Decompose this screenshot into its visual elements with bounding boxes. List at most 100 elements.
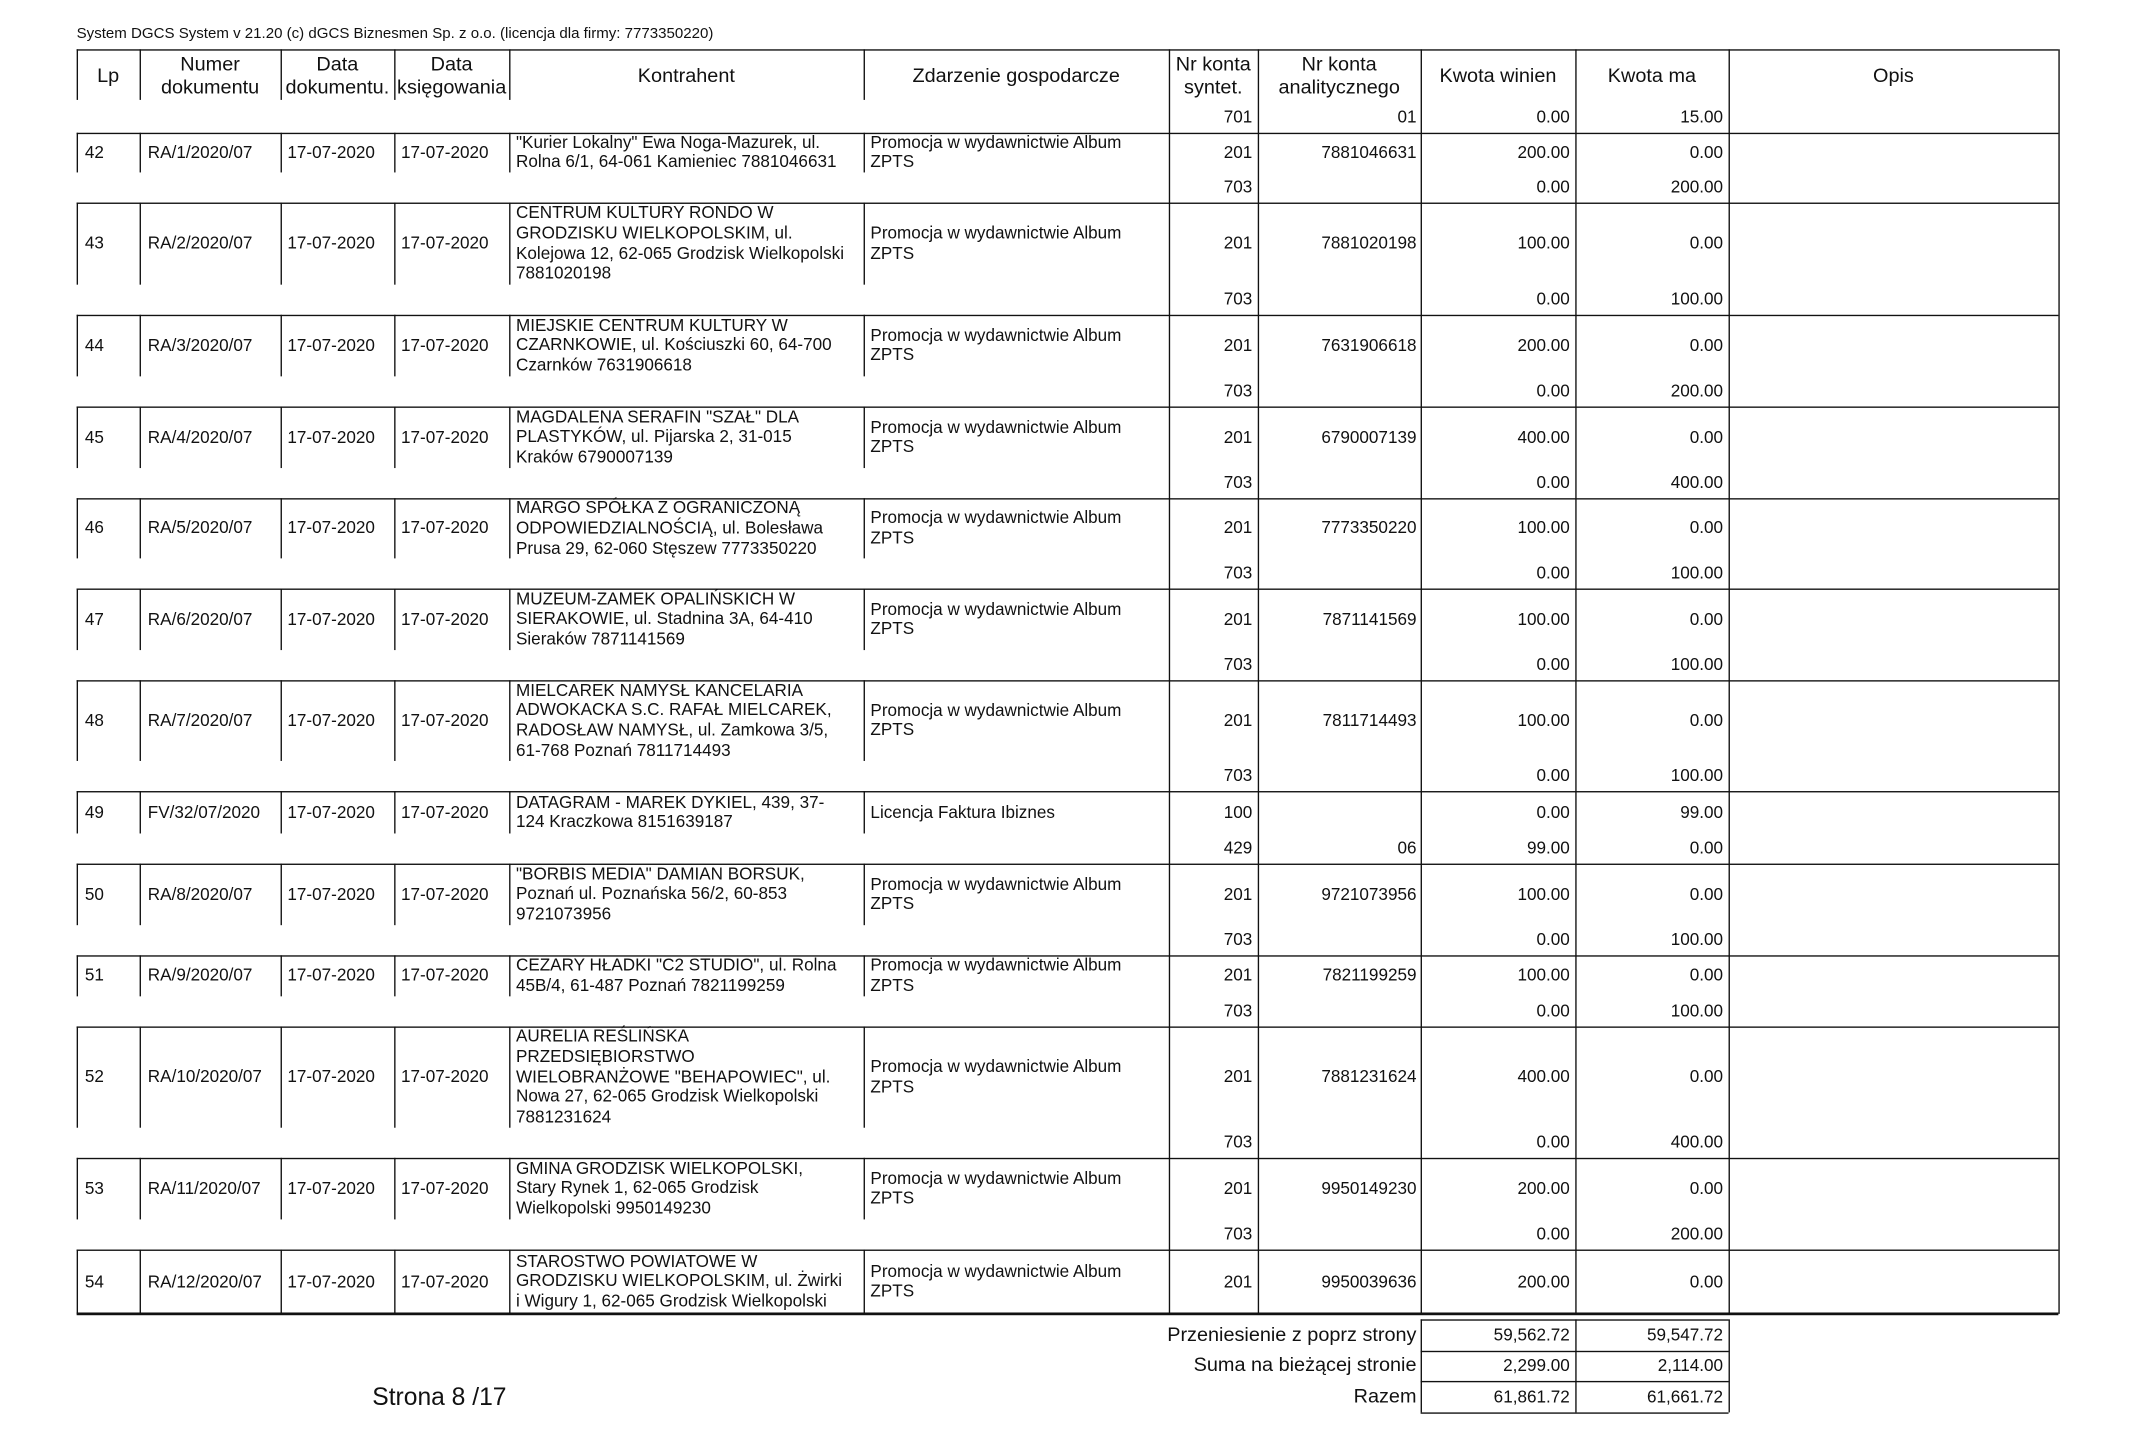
rule	[509, 498, 511, 559]
lp: 49	[84, 802, 104, 822]
rule	[280, 406, 282, 469]
document-number: RA/12/2020/07	[147, 1271, 262, 1291]
text-line: WIELOBRANŻOWE "BEHAPOWIEC", ul.	[515, 1066, 831, 1087]
account-syntet: 201	[1223, 609, 1253, 629]
amount-debit: 200.00	[1517, 1178, 1570, 1198]
amount-credit: 0.00	[1689, 965, 1724, 985]
rule	[394, 791, 396, 834]
rule	[280, 132, 282, 173]
text-line: Kontrahent	[637, 65, 735, 88]
account-analytic: 7881046631	[1321, 142, 1417, 162]
account-syntet: 703	[1223, 1132, 1253, 1152]
rule	[1420, 1412, 1729, 1414]
amount-debit: 400.00	[1517, 427, 1570, 447]
rule	[139, 1249, 141, 1314]
rule	[280, 202, 282, 285]
account-syntet: 703	[1223, 289, 1253, 309]
text-line: Promocja w wydawnictwie Album	[870, 1261, 1122, 1281]
amount-debit: 100.00	[1517, 233, 1570, 253]
document-date: 17-07-2020	[287, 142, 375, 162]
text-line: Promocja w wydawnictwie Album	[870, 132, 1122, 152]
amount-credit: 0.00	[1689, 335, 1724, 355]
amount-credit: 200.00	[1670, 381, 1724, 401]
text-line: AURELIA REŚLIŃSKA	[515, 1026, 690, 1046]
amount-debit: 200.00	[1517, 142, 1570, 162]
rule	[76, 498, 79, 559]
text-line: 61-768 Poznań 7811714493	[515, 740, 731, 760]
total-credit: 61,661.72	[1646, 1386, 1724, 1406]
amount-credit: 0.00	[1689, 233, 1724, 253]
account-analytic: 9950039636	[1321, 1271, 1417, 1291]
account-analytic: 7881231624	[1321, 1066, 1417, 1087]
column-header: Kwota ma	[1608, 65, 1696, 88]
contractor: DATAGRAM - MAREK DYKIEL, 439, 37- 124 Kra…	[516, 792, 824, 833]
rule	[1420, 1380, 1729, 1383]
rule	[394, 132, 396, 173]
text-line: Wielkopolski 9950149230	[515, 1198, 711, 1218]
amount-credit: 0.00	[1689, 838, 1724, 858]
rule	[280, 791, 282, 834]
rule	[509, 314, 511, 377]
text-line: Opis	[1873, 65, 1914, 88]
text-line: 45B/4, 61-487 Poznań 7821199259	[515, 975, 785, 995]
column-header: Numer dokumentu	[161, 54, 259, 99]
contractor: CEZARY HŁADKI "C2 STUDIO", ul. Rolna 45B/…	[516, 956, 837, 997]
rule	[76, 1157, 2059, 1160]
posting-date: 17-07-2020	[400, 335, 489, 355]
rule	[76, 955, 2059, 957]
total-label: Razem	[1353, 1385, 1417, 1408]
rule	[863, 406, 865, 469]
text-line: GRODZISKU WIELKOPOLSKIM, ul.	[515, 223, 793, 243]
rule	[280, 1026, 282, 1128]
lp: 53	[84, 1178, 104, 1198]
document-number: FV/32/07/2020	[147, 802, 261, 822]
rule	[863, 1249, 865, 1314]
rule	[1420, 1319, 1422, 1413]
text-line: Promocja w wydawnictwie Album	[870, 700, 1122, 720]
total-debit: 59,562.72	[1493, 1324, 1570, 1345]
amount-debit: 0.00	[1536, 177, 1570, 197]
amount-debit: 0.00	[1536, 655, 1570, 675]
column-header: Kwota winien	[1439, 65, 1556, 88]
document-date: 17-07-2020	[287, 335, 375, 355]
text-line: ODPOWIEDZIALNOŚCIĄ, ul. Bolesława	[515, 518, 824, 538]
amount-credit: 0.00	[1689, 609, 1724, 629]
rule	[76, 680, 2059, 682]
text-line: Promocja w wydawnictwie Album	[870, 325, 1122, 345]
rule	[509, 1026, 511, 1128]
rule	[394, 406, 396, 469]
rule	[509, 863, 511, 926]
text-line: ZPTS	[870, 345, 915, 365]
rule	[394, 202, 396, 285]
text-line: Kwota ma	[1607, 65, 1697, 88]
rule	[139, 202, 141, 285]
rule	[280, 1249, 282, 1314]
rule	[509, 791, 511, 834]
amount-debit: 100.00	[1517, 965, 1570, 985]
rule	[76, 49, 2059, 51]
account-syntet: 703	[1223, 1224, 1253, 1244]
rule	[76, 1249, 79, 1314]
text-line: 124 Kraczkowa 8151639187	[515, 812, 733, 832]
rule	[76, 955, 79, 997]
text-line: dokumentu.	[285, 76, 390, 99]
text-line: PRZEDSIĘBIORSTWO	[515, 1046, 695, 1066]
event: Promocja w wydawnictwie Album ZPTS	[870, 417, 1121, 458]
amount-debit: 100.00	[1517, 884, 1570, 904]
text-line: ZPTS	[870, 1188, 915, 1208]
posting-date: 17-07-2020	[400, 233, 489, 253]
rule	[863, 49, 865, 100]
amount-debit: 0.00	[1536, 563, 1570, 583]
document-number: RA/4/2020/07	[147, 427, 253, 447]
account-syntet: 703	[1223, 472, 1253, 493]
document-number: RA/3/2020/07	[147, 335, 253, 355]
posting-date: 17-07-2020	[400, 965, 489, 985]
amount-debit: 200.00	[1517, 1271, 1570, 1291]
account-syntet: 201	[1223, 335, 1253, 355]
rule	[394, 955, 396, 997]
text-line: Promocja w wydawnictwie Album	[870, 1168, 1122, 1188]
lp: 45	[84, 427, 104, 447]
rule	[76, 1026, 2059, 1028]
rule	[280, 1157, 282, 1220]
event: Promocja w wydawnictwie Album ZPTS	[870, 1057, 1121, 1098]
